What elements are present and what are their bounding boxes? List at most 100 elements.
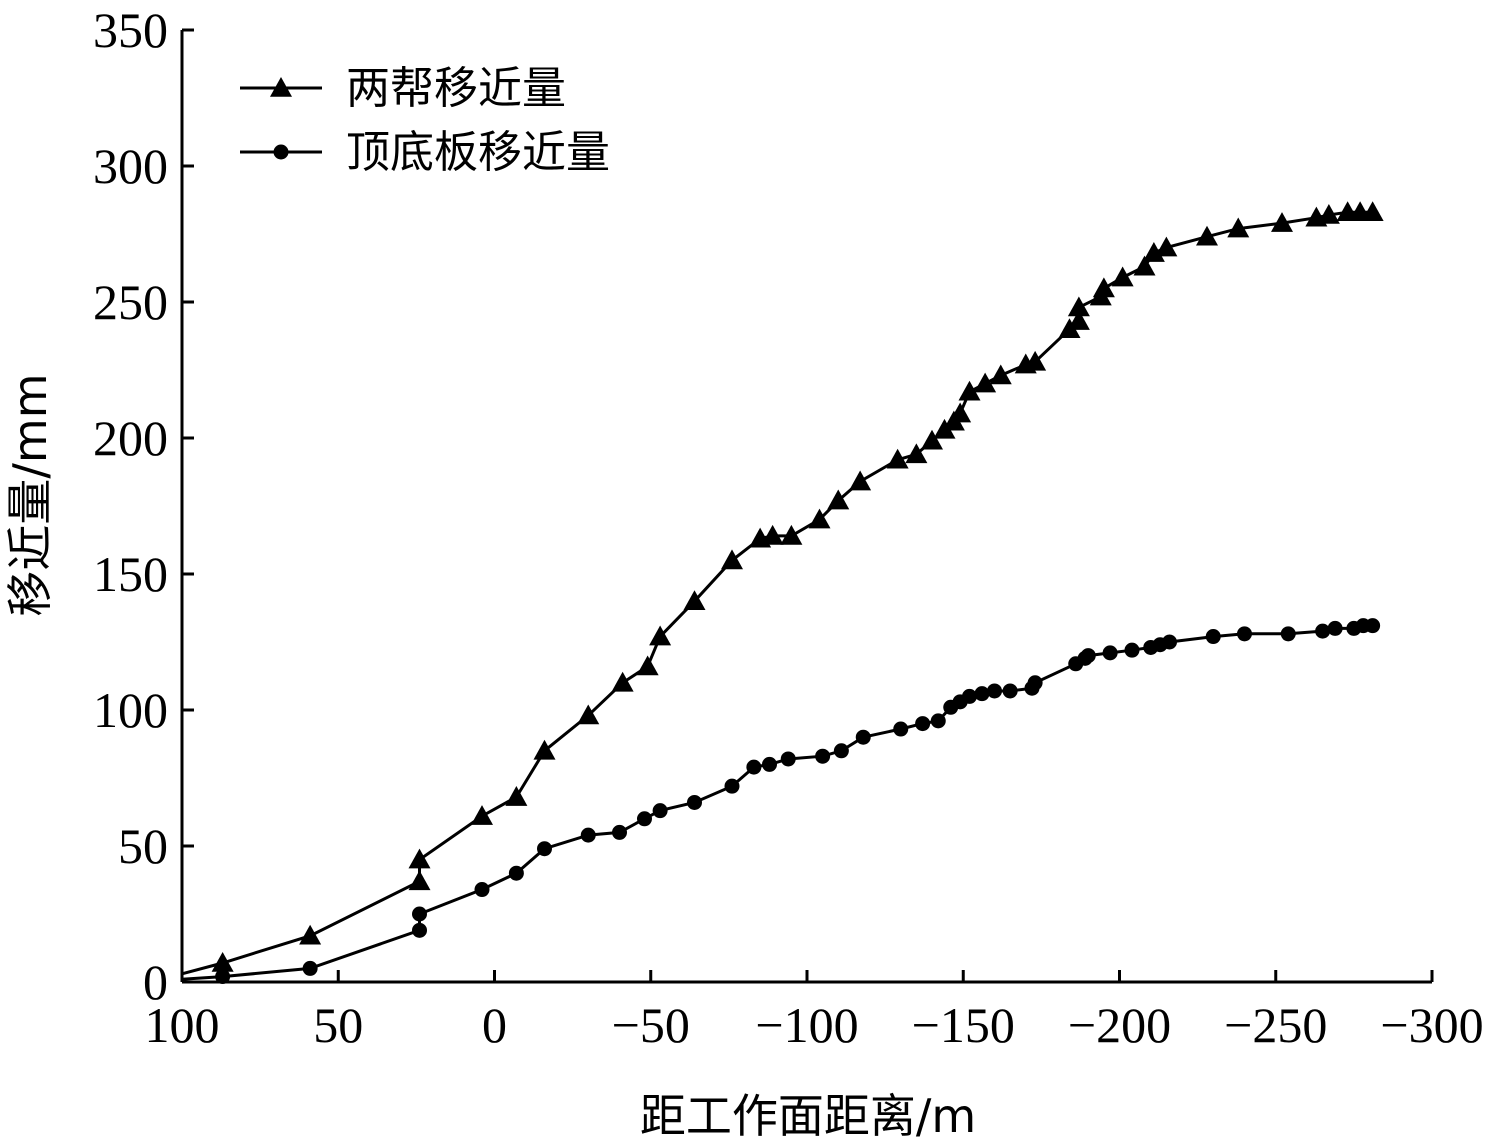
data-point (1196, 225, 1218, 246)
data-point (1205, 629, 1221, 645)
data-point (408, 848, 431, 869)
y-tick-label: 100 (93, 682, 168, 738)
data-point (808, 508, 831, 529)
data-point (855, 729, 871, 745)
series-side-wall (181, 201, 1384, 976)
data-point (724, 778, 740, 794)
data-point (471, 805, 493, 825)
data-point (687, 794, 702, 810)
legend-label: 顶底板移近量 (346, 127, 610, 178)
data-point (1317, 203, 1340, 224)
data-point (1361, 201, 1384, 222)
series-line (181, 624, 1373, 981)
x-tick-label: −50 (612, 997, 690, 1053)
data-point (474, 882, 490, 898)
data-point (577, 704, 600, 725)
y-axis: 0 50 100 150 200 250 300 350 (93, 2, 194, 1010)
data-point (1024, 350, 1047, 371)
legend-label: 两帮移近量 (346, 63, 566, 114)
x-tick-label: 50 (313, 997, 363, 1053)
data-point (1002, 683, 1018, 699)
data-point (649, 625, 672, 646)
x-tick-label: −250 (1224, 997, 1327, 1053)
data-point (636, 655, 659, 676)
data-point (637, 811, 652, 827)
data-point (408, 870, 431, 891)
x-tick-label: −200 (1068, 997, 1171, 1053)
data-point (215, 969, 231, 985)
data-point (1155, 236, 1178, 257)
data-point (849, 470, 872, 491)
data-point (1227, 217, 1250, 238)
data-point (833, 743, 849, 759)
data-point (893, 721, 909, 737)
data-point (987, 683, 1002, 699)
plot-area (181, 201, 1384, 985)
x-tick-label: −100 (755, 997, 858, 1053)
x-tick-label: −300 (1380, 997, 1483, 1053)
data-point (1102, 645, 1118, 661)
data-point (827, 489, 850, 510)
legend-marker (273, 144, 289, 160)
data-point (611, 671, 634, 692)
data-point (815, 748, 831, 764)
data-point (683, 590, 706, 610)
data-point (1142, 242, 1165, 262)
data-point (762, 756, 777, 772)
x-axis: 100 50 0 −50 −100 −150 −200 −250 −300 (145, 970, 1484, 1053)
data-point (508, 865, 524, 881)
data-point (1280, 626, 1296, 642)
data-point (974, 372, 997, 393)
data-point (780, 524, 803, 545)
data-point (1111, 266, 1134, 287)
data-point (886, 448, 909, 469)
data-point (1327, 620, 1343, 636)
data-point (211, 951, 234, 972)
data-point (533, 739, 556, 760)
data-point (1162, 634, 1177, 650)
data-point (299, 924, 322, 945)
data-point (915, 716, 931, 732)
data-point (905, 443, 928, 464)
x-tick-label: 0 (482, 997, 507, 1053)
series-roof-floor (181, 618, 1381, 985)
data-point (580, 827, 596, 843)
data-point (1080, 648, 1096, 664)
data-point (302, 960, 318, 976)
x-tick-label: 100 (145, 997, 220, 1053)
x-tick-label: −150 (912, 997, 1015, 1053)
data-point (612, 824, 627, 840)
y-tick-label: 0 (143, 954, 168, 1010)
data-point (1271, 212, 1293, 232)
data-point (1067, 296, 1090, 317)
data-point (652, 803, 668, 819)
data-point (412, 906, 427, 922)
data-point (989, 364, 1012, 385)
data-point (974, 686, 990, 702)
y-tick-label: 350 (93, 2, 168, 58)
data-point (780, 751, 796, 767)
y-tick-label: 200 (93, 410, 168, 466)
legend-item: 两帮移近量 (240, 63, 566, 114)
data-point (1133, 255, 1156, 276)
series-line (181, 210, 1373, 976)
data-point (412, 922, 427, 938)
x-axis-label: 距工作面距离/m (640, 1089, 976, 1143)
legend-marker (270, 77, 292, 97)
data-point (921, 429, 943, 450)
data-point (746, 759, 762, 775)
data-point (1124, 642, 1140, 658)
data-point (930, 713, 946, 729)
data-point (949, 402, 972, 423)
data-point (958, 380, 981, 401)
data-point (1092, 277, 1115, 298)
data-point (1027, 675, 1043, 691)
y-tick-label: 250 (93, 274, 168, 330)
y-axis-label: 移近量/mm (3, 373, 57, 616)
y-tick-label: 300 (93, 138, 168, 194)
data-point (1237, 626, 1252, 642)
data-point (962, 688, 977, 704)
data-point (1365, 618, 1381, 634)
